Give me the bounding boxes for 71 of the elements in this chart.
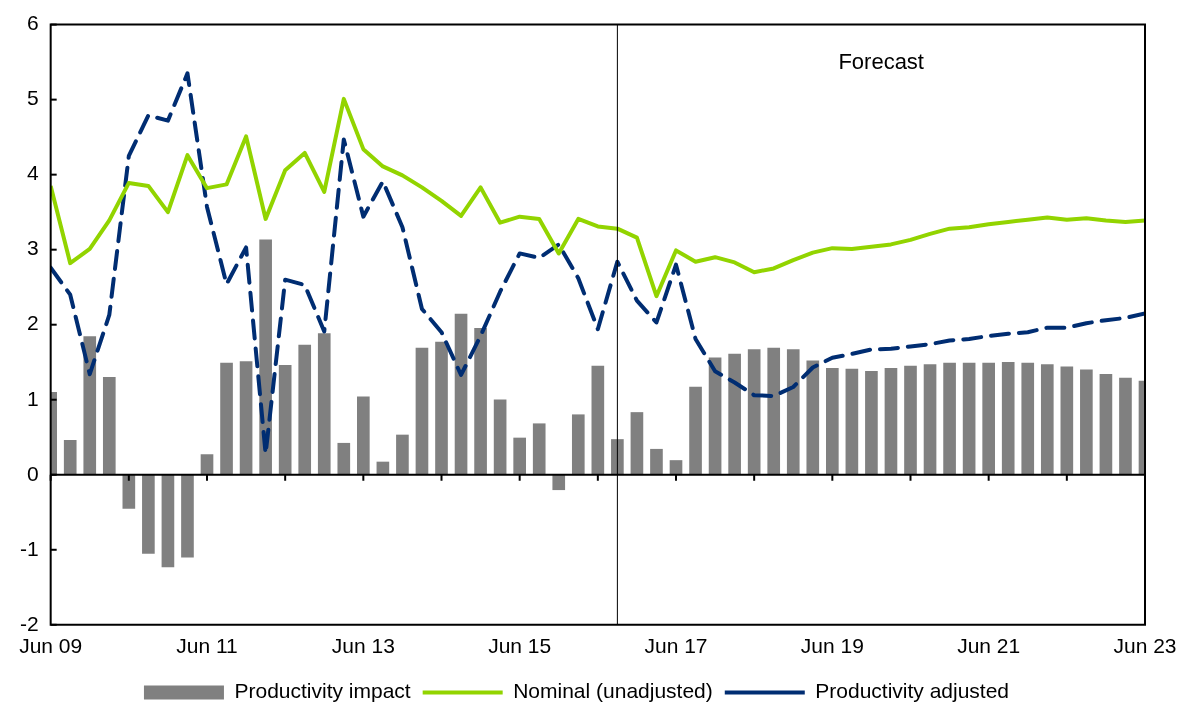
y-tick-label: 5 bbox=[26, 86, 39, 110]
bar bbox=[1001, 361, 1015, 476]
bar bbox=[415, 347, 429, 476]
bar bbox=[454, 313, 468, 476]
bar bbox=[161, 474, 175, 568]
bar bbox=[806, 360, 820, 476]
bar bbox=[435, 341, 448, 476]
bar bbox=[943, 362, 956, 476]
legend-label: Productivity impact bbox=[234, 679, 411, 703]
y-tick-label: 4 bbox=[26, 161, 39, 185]
bar bbox=[513, 437, 526, 476]
bar bbox=[493, 399, 507, 476]
legend-label: Nominal (unadjusted) bbox=[513, 679, 713, 703]
bar bbox=[239, 361, 253, 476]
bar bbox=[826, 367, 839, 476]
bar bbox=[845, 368, 859, 476]
bar bbox=[474, 328, 487, 476]
bar bbox=[63, 439, 77, 476]
x-tick-label: Jun 09 bbox=[19, 634, 83, 658]
bar bbox=[317, 333, 331, 476]
x-tick-label: Jun 13 bbox=[331, 634, 395, 658]
y-tick-label: -1 bbox=[19, 536, 39, 560]
bar bbox=[884, 367, 898, 476]
bar bbox=[786, 349, 800, 476]
bar bbox=[396, 434, 409, 476]
bar bbox=[982, 362, 995, 476]
bar bbox=[83, 336, 97, 476]
bar bbox=[689, 386, 702, 476]
bar bbox=[337, 442, 351, 476]
bar bbox=[923, 364, 937, 476]
bar bbox=[1080, 369, 1093, 476]
bar bbox=[591, 365, 605, 476]
bar bbox=[1040, 364, 1054, 476]
x-tick-label: Jun 19 bbox=[800, 634, 864, 658]
bar bbox=[552, 474, 566, 491]
x-tick-label: Jun 21 bbox=[957, 634, 1021, 658]
bar bbox=[747, 349, 761, 476]
bar bbox=[200, 454, 214, 476]
y-tick-label: 6 bbox=[26, 11, 39, 35]
bar bbox=[611, 439, 624, 476]
x-tick-label: Jun 23 bbox=[1113, 634, 1177, 658]
bar bbox=[728, 353, 741, 476]
bar bbox=[767, 347, 781, 476]
bar bbox=[571, 414, 585, 476]
bar bbox=[1021, 362, 1035, 476]
y-tick-label: 2 bbox=[26, 311, 39, 335]
bar bbox=[630, 412, 644, 476]
annotation: Forecast bbox=[838, 48, 924, 74]
legend-label: Productivity adjusted bbox=[815, 679, 1010, 703]
bar bbox=[1060, 366, 1074, 476]
bar bbox=[102, 376, 116, 476]
bar bbox=[220, 362, 233, 476]
x-tick-label: Jun 11 bbox=[176, 634, 238, 658]
y-tick-label: 3 bbox=[26, 236, 39, 260]
y-tick-label: 1 bbox=[26, 386, 39, 410]
y-tick-label: 0 bbox=[26, 461, 39, 485]
bar bbox=[865, 370, 878, 476]
bar bbox=[1119, 377, 1132, 476]
bar bbox=[650, 448, 663, 476]
bar bbox=[357, 396, 370, 476]
bar bbox=[142, 474, 155, 554]
bar bbox=[532, 423, 546, 476]
bar bbox=[298, 344, 312, 476]
bar bbox=[278, 364, 292, 476]
bar bbox=[962, 362, 976, 476]
y-tick-label: -2 bbox=[19, 611, 39, 635]
bar bbox=[1099, 373, 1113, 476]
bar bbox=[181, 474, 194, 558]
x-tick-label: Jun 17 bbox=[644, 634, 708, 658]
x-tick-label: Jun 15 bbox=[488, 634, 552, 658]
bar bbox=[904, 365, 917, 476]
